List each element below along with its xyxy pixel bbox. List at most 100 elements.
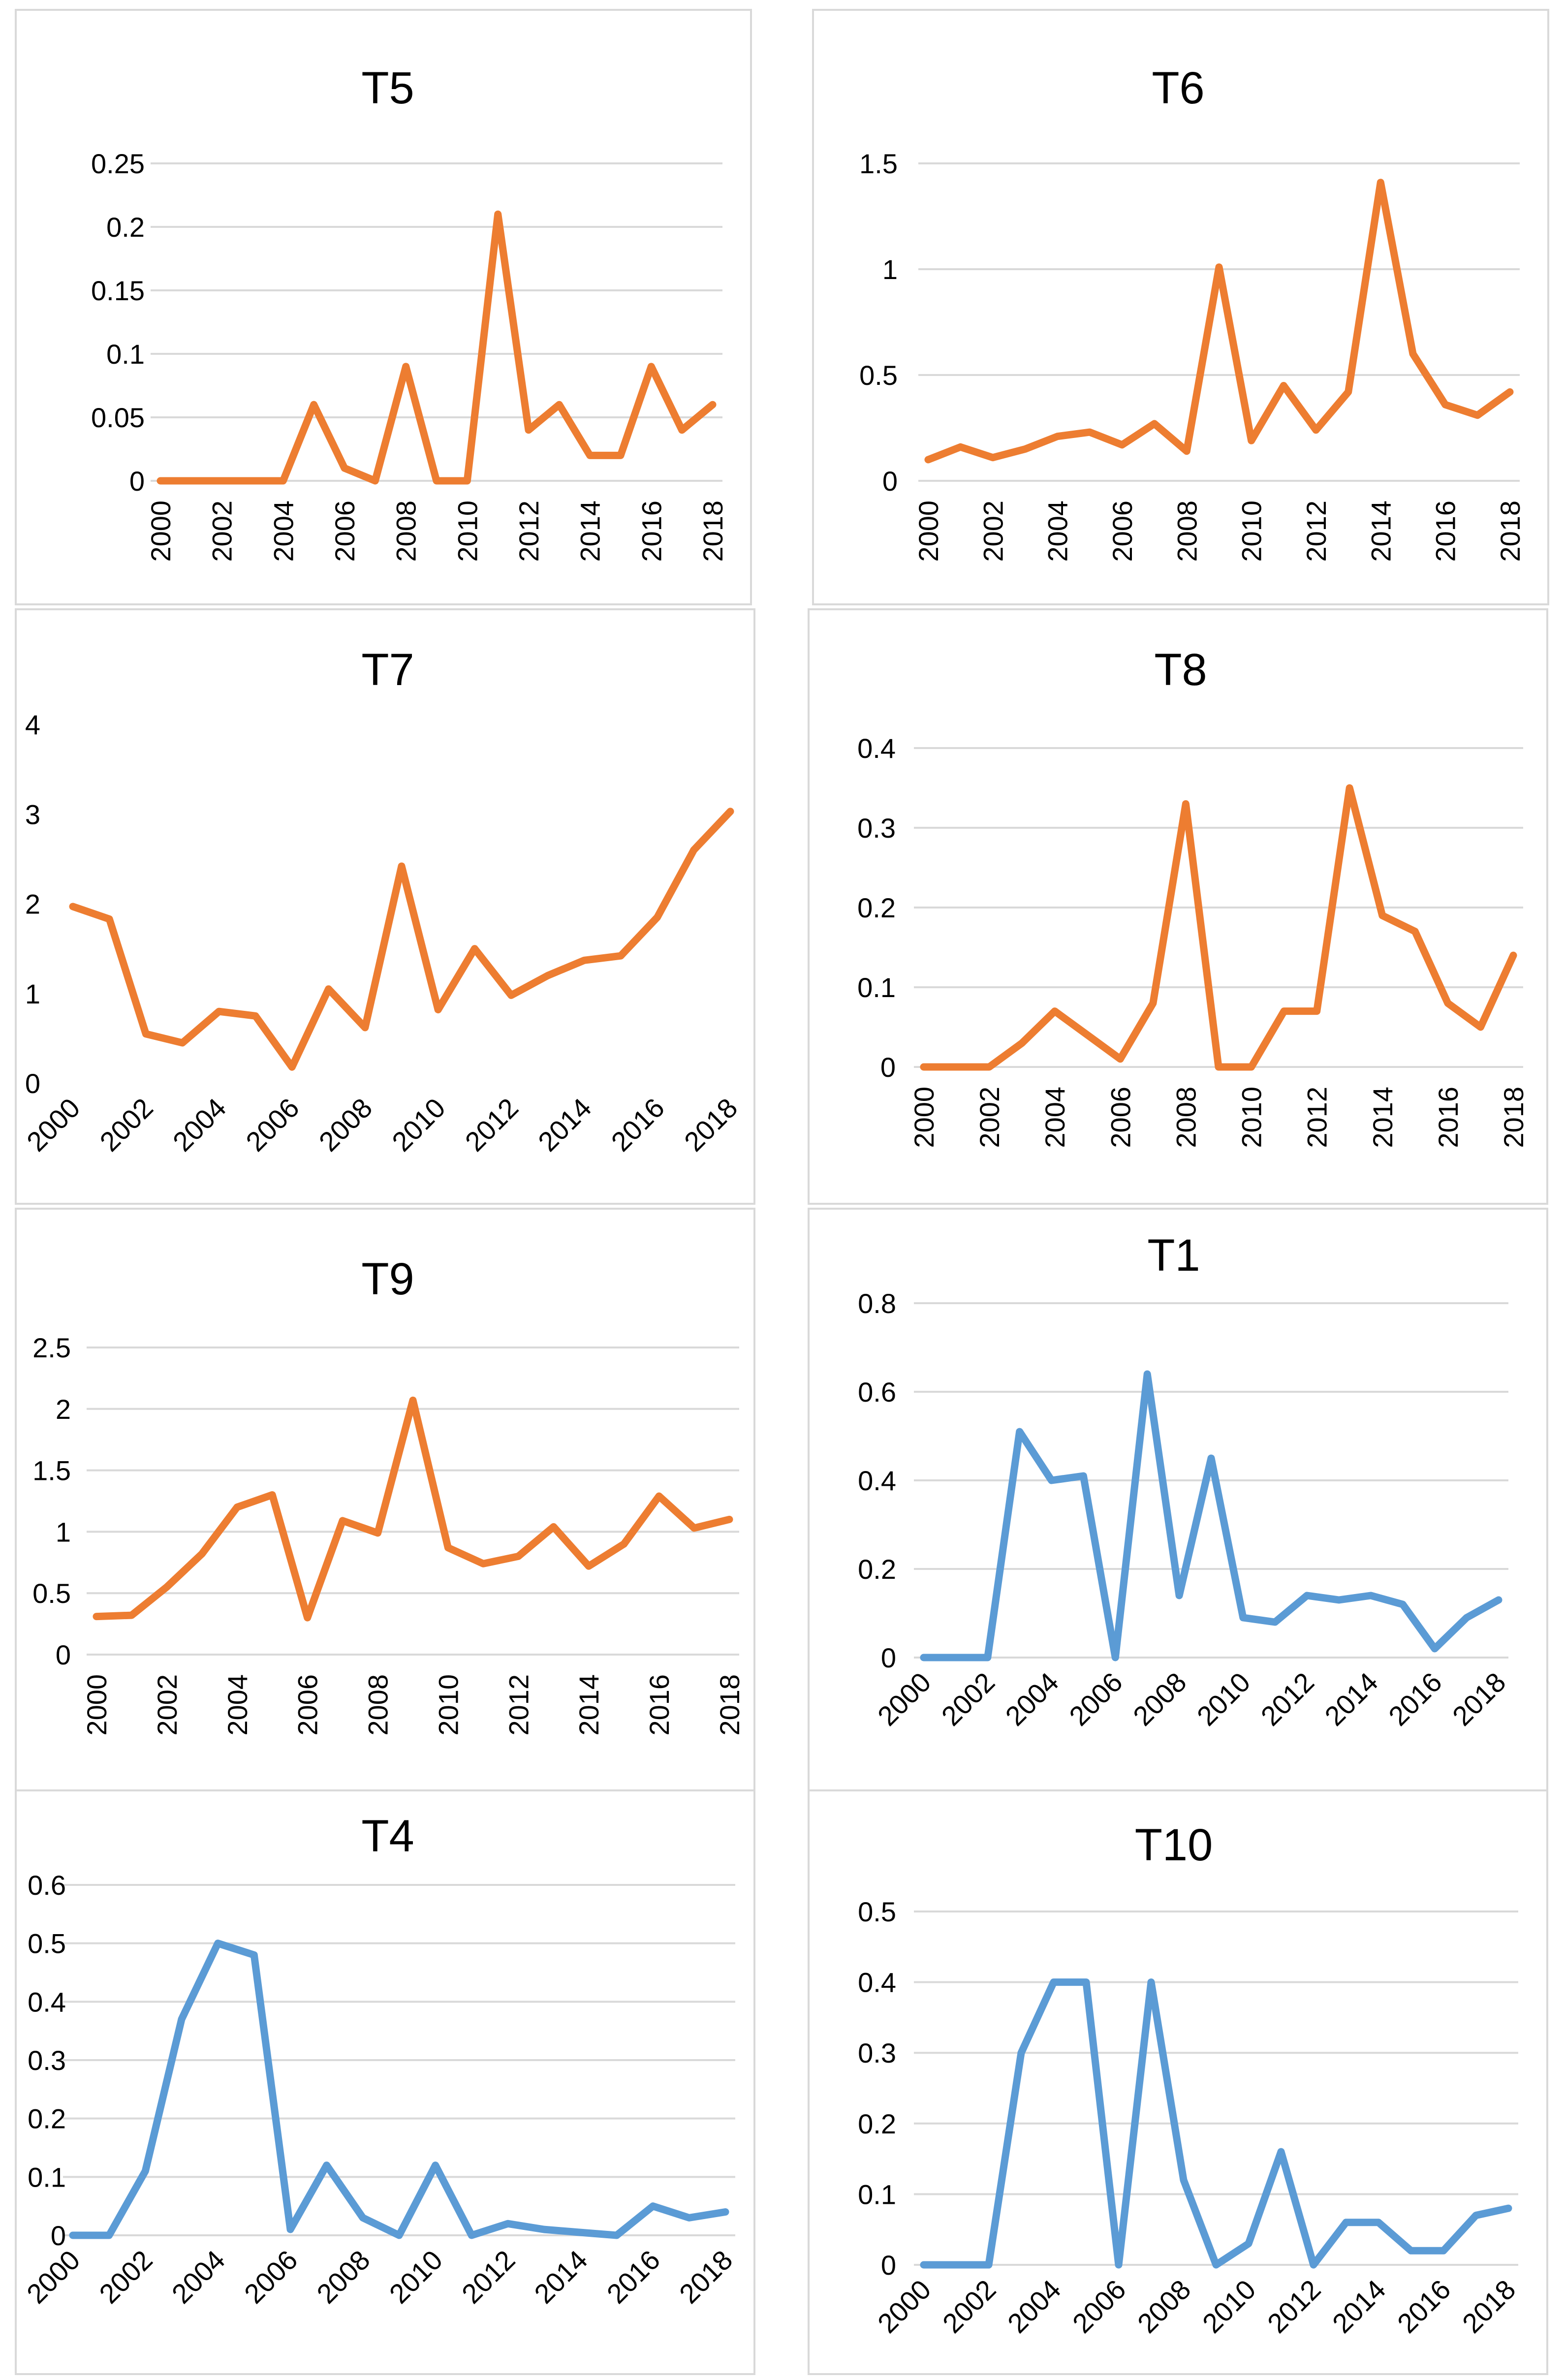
data-point bbox=[923, 2264, 924, 2265]
data-point bbox=[218, 1943, 219, 1944]
data-point bbox=[1410, 2250, 1411, 2251]
data-point bbox=[109, 2235, 110, 2236]
y-tick-label: 2 bbox=[56, 1394, 71, 1425]
x-tick-label: 2018 bbox=[673, 2244, 739, 2310]
x-tick-label: 2004 bbox=[1039, 1087, 1070, 1148]
y-tick-label: 0.4 bbox=[28, 1986, 66, 2017]
y-tick-label: 2 bbox=[25, 889, 40, 920]
data-point bbox=[989, 1066, 990, 1067]
y-tick-label: 4 bbox=[25, 709, 40, 740]
data-point bbox=[528, 430, 529, 431]
y-tick-label: 0.8 bbox=[858, 1288, 896, 1319]
x-tick-label: 2012 bbox=[456, 2244, 521, 2310]
data-point bbox=[182, 1042, 183, 1043]
chart-title-t8: T8 bbox=[1154, 645, 1207, 695]
data-point bbox=[72, 906, 73, 907]
x-tick-label: 2002 bbox=[974, 1087, 1005, 1148]
chart-title-t4: T4 bbox=[361, 1811, 414, 1861]
data-point bbox=[1243, 1617, 1244, 1618]
data-point bbox=[1283, 1011, 1284, 1012]
y-tick-label: 0.1 bbox=[106, 339, 145, 370]
x-tick-label: 2008 bbox=[1127, 1666, 1192, 1732]
series-line-t7 bbox=[69, 808, 734, 1071]
data-point bbox=[1179, 1595, 1180, 1596]
data-point bbox=[1053, 1982, 1054, 1983]
chart-t6: T6 0 0.5 1 1.5 2000 2002 2004 2006 2008 2010 2012 20… bbox=[859, 63, 1526, 562]
x-tick-label: 2004 bbox=[222, 1674, 253, 1736]
data-point bbox=[96, 1616, 97, 1617]
data-point bbox=[1283, 385, 1284, 386]
data-point bbox=[1115, 1657, 1116, 1658]
data-point bbox=[1118, 2264, 1119, 2265]
y-tick-label: 0.15 bbox=[91, 275, 145, 306]
data-point bbox=[1380, 182, 1381, 183]
y-tick-label: 1 bbox=[882, 254, 898, 285]
y-tick-label: 0.3 bbox=[857, 813, 896, 844]
data-point bbox=[988, 2264, 989, 2265]
data-point bbox=[987, 1657, 988, 1658]
y-tick-label: 0.1 bbox=[28, 2161, 66, 2192]
data-point bbox=[923, 1066, 924, 1067]
data-point bbox=[1083, 1475, 1084, 1476]
data-point bbox=[253, 1954, 254, 1955]
x-tick-label: 2012 bbox=[459, 1092, 525, 1158]
x-tick-label: 2002 bbox=[207, 501, 238, 562]
x-tick-label: 2012 bbox=[503, 1674, 534, 1736]
y-tick-label: 1.5 bbox=[32, 1455, 71, 1486]
data-point bbox=[544, 2229, 545, 2230]
chart-title-t1: T1 bbox=[1147, 1230, 1200, 1281]
x-tick-label: 2014 bbox=[532, 1092, 597, 1158]
data-point bbox=[342, 1520, 343, 1521]
data-point bbox=[1348, 391, 1349, 392]
data-point bbox=[160, 480, 161, 481]
data-point bbox=[365, 1027, 366, 1028]
data-point bbox=[282, 480, 283, 481]
chart-panel-t6: T6 0 0.5 1 1.5 2000 2002 2004 2006 2008 2010 2012 20… bbox=[812, 9, 1549, 605]
data-point bbox=[344, 468, 345, 469]
x-tick-label: 2008 bbox=[1171, 501, 1202, 562]
data-point bbox=[1147, 1374, 1148, 1375]
y-tick-label: 1 bbox=[25, 978, 40, 1009]
x-tick-label: 2008 bbox=[1170, 1087, 1201, 1148]
y-tick-label: 0.2 bbox=[858, 1554, 896, 1585]
x-tick-label: 2010 bbox=[1236, 1087, 1267, 1148]
data-point bbox=[375, 480, 376, 481]
y-tick-label: 0.5 bbox=[32, 1578, 71, 1609]
data-point bbox=[923, 1657, 924, 1658]
data-point bbox=[624, 1543, 625, 1544]
data-point bbox=[1153, 1002, 1154, 1003]
data-point bbox=[1122, 444, 1123, 445]
x-tick-label: 2006 bbox=[240, 1092, 305, 1158]
chart-title-t10: T10 bbox=[1135, 1820, 1213, 1870]
chart-t5: T5 0 0.05 0.1 0.15 0.2 0.25 2000 2002 2004 2006 200… bbox=[91, 63, 728, 562]
data-point bbox=[201, 1553, 202, 1554]
x-tick-label: 2000 bbox=[872, 1666, 937, 1732]
x-tick-label: 2018 bbox=[1498, 1087, 1529, 1148]
data-point bbox=[1051, 1480, 1052, 1481]
data-point bbox=[725, 2212, 726, 2213]
data-point bbox=[956, 2264, 957, 2265]
data-point bbox=[131, 1615, 132, 1616]
data-point bbox=[730, 811, 731, 812]
data-point bbox=[955, 1657, 956, 1658]
data-point bbox=[729, 1519, 730, 1520]
data-point bbox=[1498, 1599, 1499, 1600]
data-point bbox=[928, 459, 929, 460]
data-point bbox=[1185, 803, 1186, 804]
series-line-t10 bbox=[920, 1978, 1512, 2269]
y-tick-label: 0.4 bbox=[858, 1465, 896, 1496]
data-point bbox=[559, 404, 560, 405]
data-point bbox=[1120, 1059, 1121, 1060]
y-tick-label: 0.25 bbox=[91, 148, 145, 179]
data-point bbox=[412, 1400, 413, 1401]
x-tick-label: 2018 bbox=[678, 1092, 744, 1158]
x-tick-label: 2010 bbox=[383, 2244, 449, 2310]
x-tick-label: 2000 bbox=[21, 1092, 86, 1158]
data-point bbox=[1316, 1011, 1317, 1012]
data-point bbox=[693, 849, 694, 850]
x-tick-label: 2018 bbox=[697, 501, 728, 562]
data-point bbox=[328, 989, 329, 990]
data-point bbox=[145, 1033, 146, 1034]
x-tick-label: 2016 bbox=[1433, 1087, 1464, 1148]
y-tick-label: 0 bbox=[881, 1642, 896, 1673]
